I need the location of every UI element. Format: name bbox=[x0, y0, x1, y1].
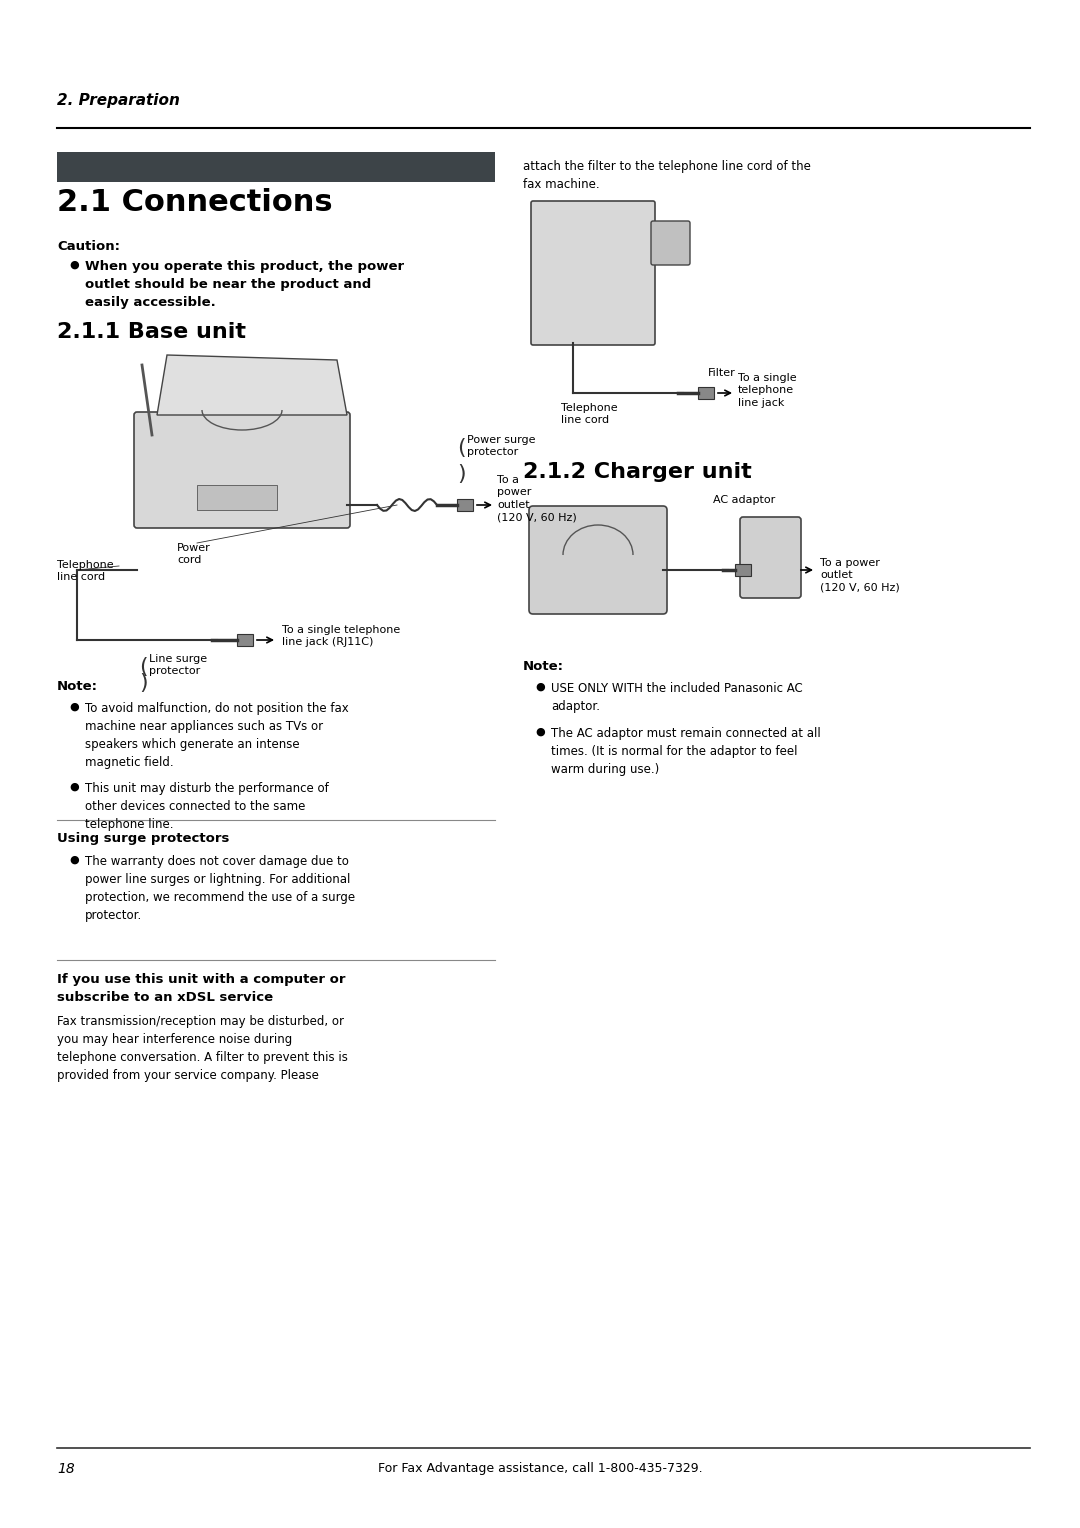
FancyBboxPatch shape bbox=[531, 202, 654, 345]
Text: Line surge
protector: Line surge protector bbox=[149, 654, 207, 677]
Text: If you use this unit with a computer or: If you use this unit with a computer or bbox=[57, 973, 346, 986]
Text: Note:: Note: bbox=[523, 660, 564, 672]
Text: Power: Power bbox=[177, 542, 211, 553]
Text: Filter: Filter bbox=[708, 368, 735, 377]
FancyBboxPatch shape bbox=[197, 484, 276, 510]
Text: attach the filter to the telephone line cord of the: attach the filter to the telephone line … bbox=[523, 160, 811, 173]
Text: (: ( bbox=[457, 439, 465, 458]
Text: To a single
telephone
line jack: To a single telephone line jack bbox=[738, 373, 797, 408]
Text: 2. Preparation: 2. Preparation bbox=[57, 93, 180, 108]
Text: 2.1.1 Base unit: 2.1.1 Base unit bbox=[57, 322, 246, 342]
FancyBboxPatch shape bbox=[698, 387, 714, 399]
Text: To avoid malfunction, do not position the fax
machine near appliances such as TV: To avoid malfunction, do not position th… bbox=[85, 701, 349, 769]
FancyBboxPatch shape bbox=[529, 506, 667, 614]
Text: For Fax Advantage assistance, call 1-800-435-7329.: For Fax Advantage assistance, call 1-800… bbox=[378, 1462, 702, 1475]
Polygon shape bbox=[157, 354, 347, 416]
Text: ): ) bbox=[457, 465, 465, 484]
Text: AC adaptor: AC adaptor bbox=[713, 495, 775, 504]
Text: To a power
outlet
(120 V, 60 Hz): To a power outlet (120 V, 60 Hz) bbox=[820, 558, 900, 593]
Text: ●: ● bbox=[69, 701, 79, 712]
Text: (: ( bbox=[139, 657, 148, 677]
Text: 2.1.2 Charger unit: 2.1.2 Charger unit bbox=[523, 461, 752, 481]
Text: ●: ● bbox=[69, 260, 79, 270]
Text: Using surge protectors: Using surge protectors bbox=[57, 833, 229, 845]
Text: cord: cord bbox=[177, 555, 201, 565]
Text: The warranty does not cover damage due to
power line surges or lightning. For ad: The warranty does not cover damage due t… bbox=[85, 856, 355, 921]
FancyBboxPatch shape bbox=[735, 564, 751, 576]
Text: fax machine.: fax machine. bbox=[523, 177, 599, 191]
FancyBboxPatch shape bbox=[740, 516, 801, 597]
Text: To a single telephone
line jack (RJ11C): To a single telephone line jack (RJ11C) bbox=[282, 625, 401, 648]
Text: ●: ● bbox=[69, 782, 79, 792]
Text: Telephone
line cord: Telephone line cord bbox=[57, 559, 113, 582]
FancyBboxPatch shape bbox=[237, 634, 253, 646]
Text: subscribe to an xDSL service: subscribe to an xDSL service bbox=[57, 992, 273, 1004]
Text: ): ) bbox=[139, 672, 148, 694]
Text: The AC adaptor must remain connected at all
times. (It is normal for the adaptor: The AC adaptor must remain connected at … bbox=[551, 727, 821, 776]
Text: Power surge
protector: Power surge protector bbox=[467, 435, 536, 457]
FancyBboxPatch shape bbox=[134, 413, 350, 529]
Text: ●: ● bbox=[535, 681, 544, 692]
Text: This unit may disturb the performance of
other devices connected to the same
tel: This unit may disturb the performance of… bbox=[85, 782, 328, 831]
FancyBboxPatch shape bbox=[651, 222, 690, 264]
Text: 2.1 Connections: 2.1 Connections bbox=[57, 188, 333, 217]
Text: ●: ● bbox=[69, 856, 79, 865]
Text: Note:: Note: bbox=[57, 680, 98, 694]
Text: ●: ● bbox=[535, 727, 544, 736]
Text: 18: 18 bbox=[57, 1462, 75, 1476]
Text: Telephone
line cord: Telephone line cord bbox=[561, 403, 618, 425]
Text: Caution:: Caution: bbox=[57, 240, 120, 254]
Text: Fax transmission/reception may be disturbed, or
you may hear interference noise : Fax transmission/reception may be distur… bbox=[57, 1015, 348, 1082]
Text: USE ONLY WITH the included Panasonic AC
adaptor.: USE ONLY WITH the included Panasonic AC … bbox=[551, 681, 802, 714]
Text: When you operate this product, the power
outlet should be near the product and
e: When you operate this product, the power… bbox=[85, 260, 404, 309]
Text: To a
power
outlet
(120 V, 60 Hz): To a power outlet (120 V, 60 Hz) bbox=[497, 475, 577, 523]
FancyBboxPatch shape bbox=[57, 151, 495, 182]
FancyBboxPatch shape bbox=[457, 500, 473, 510]
